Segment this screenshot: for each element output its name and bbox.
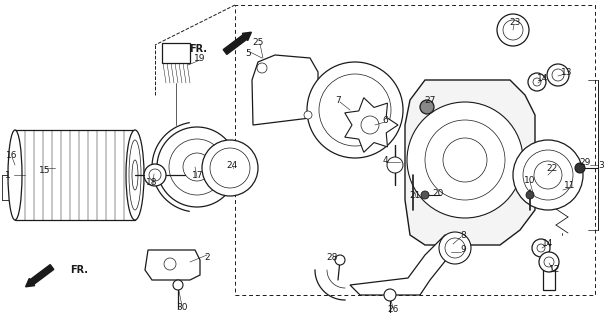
Text: 9: 9 (460, 245, 466, 254)
Ellipse shape (144, 164, 166, 186)
Circle shape (445, 238, 465, 258)
Text: 1: 1 (5, 171, 11, 180)
Ellipse shape (126, 130, 144, 220)
Ellipse shape (149, 169, 161, 181)
Circle shape (202, 140, 258, 196)
Polygon shape (252, 55, 318, 125)
Circle shape (407, 102, 523, 218)
Circle shape (503, 20, 523, 40)
Circle shape (319, 74, 391, 146)
Text: 13: 13 (561, 68, 573, 76)
Ellipse shape (8, 130, 22, 220)
Circle shape (183, 153, 211, 181)
Circle shape (534, 161, 562, 189)
Text: 18: 18 (146, 178, 158, 187)
FancyArrow shape (25, 265, 54, 287)
Circle shape (164, 258, 176, 270)
Circle shape (575, 163, 585, 173)
Text: 23: 23 (509, 18, 521, 27)
Circle shape (526, 191, 534, 199)
Text: 19: 19 (194, 53, 206, 62)
Text: 14: 14 (537, 74, 549, 83)
Circle shape (539, 252, 559, 272)
Circle shape (523, 150, 573, 200)
Text: 4: 4 (382, 156, 388, 164)
Circle shape (547, 64, 569, 86)
Text: 25: 25 (252, 37, 264, 46)
Circle shape (157, 127, 237, 207)
Circle shape (443, 138, 487, 182)
Text: 21: 21 (410, 190, 420, 199)
Circle shape (513, 140, 583, 210)
Bar (15, 130, 135, 220)
Circle shape (210, 148, 250, 188)
Circle shape (257, 63, 267, 73)
Text: FR.: FR. (70, 265, 88, 275)
Text: 8: 8 (460, 230, 466, 239)
Circle shape (335, 255, 345, 265)
Text: 26: 26 (387, 306, 399, 315)
Text: 14: 14 (542, 238, 554, 247)
Circle shape (420, 100, 434, 114)
Text: 16: 16 (6, 150, 18, 159)
Polygon shape (145, 250, 200, 280)
Circle shape (544, 257, 554, 267)
Text: 28: 28 (326, 253, 338, 262)
Text: 30: 30 (176, 303, 188, 313)
Circle shape (304, 111, 312, 119)
Text: 29: 29 (580, 157, 590, 166)
Text: 12: 12 (549, 266, 561, 275)
Ellipse shape (129, 140, 141, 210)
Circle shape (552, 69, 564, 81)
Circle shape (361, 116, 379, 134)
Text: 5: 5 (245, 49, 251, 58)
Circle shape (497, 14, 529, 46)
Polygon shape (350, 235, 455, 295)
Polygon shape (405, 80, 535, 245)
Text: 7: 7 (335, 95, 341, 105)
FancyArrow shape (223, 32, 252, 54)
Circle shape (528, 73, 546, 91)
Text: 11: 11 (564, 180, 576, 189)
Circle shape (387, 157, 403, 173)
Circle shape (173, 280, 183, 290)
Circle shape (532, 239, 550, 257)
Circle shape (533, 78, 541, 86)
Text: 15: 15 (39, 165, 51, 174)
Bar (543, 270, 555, 290)
Text: 24: 24 (226, 161, 238, 170)
Circle shape (307, 62, 403, 158)
Text: 3: 3 (598, 161, 604, 170)
Ellipse shape (132, 160, 138, 190)
Text: 10: 10 (525, 175, 536, 185)
Polygon shape (345, 98, 398, 152)
Text: 17: 17 (192, 171, 204, 180)
Bar (162, 43, 190, 63)
Circle shape (425, 120, 505, 200)
Circle shape (421, 191, 429, 199)
Circle shape (169, 139, 225, 195)
Circle shape (384, 289, 396, 301)
Text: 6: 6 (382, 116, 388, 124)
Circle shape (439, 232, 471, 264)
Text: 27: 27 (424, 95, 436, 105)
Text: 20: 20 (433, 188, 443, 197)
Circle shape (537, 244, 545, 252)
Text: FR.: FR. (189, 44, 207, 54)
Text: 22: 22 (546, 164, 558, 172)
Text: 2: 2 (204, 252, 210, 261)
